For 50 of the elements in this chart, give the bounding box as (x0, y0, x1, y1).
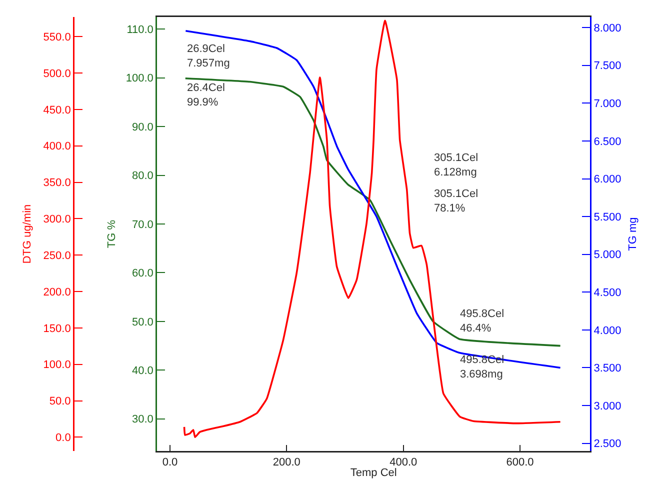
y-tick-label: 110.0 (126, 24, 154, 36)
y-axis-title: TG % (106, 220, 118, 248)
y2-tick-label: 6.000 (594, 174, 622, 186)
y3-tick-label: 500.0 (43, 68, 71, 80)
y3-tick-label: 250.0 (43, 250, 71, 262)
y-tick-label: 90.0 (132, 121, 154, 134)
y2-tick-label: 4.000 (594, 324, 622, 337)
y2-tick-label: 7.000 (594, 98, 622, 110)
y3-tick-label: 0.0 (56, 432, 71, 444)
y2-tick-label: 5.500 (594, 211, 622, 224)
annotation: 495.8Cel 46.4% (460, 308, 504, 334)
y-tick-label: 40.0 (132, 364, 154, 377)
y3-tick-label: 450.0 (43, 104, 71, 116)
y3-tick-label: 50.0 (49, 396, 71, 408)
line-series (184, 77, 562, 347)
annotation: 26.9Cel 7.957mg (187, 43, 230, 70)
x-axis-title: Temp Cel (350, 467, 397, 479)
y2-tick-label: 5.000 (594, 249, 622, 262)
y3-tick-label: 400.0 (43, 140, 71, 153)
y2-tick-label: 6.500 (594, 136, 622, 148)
y2-tick-label: 8.000 (594, 22, 622, 34)
y-tick-label: 60.0 (132, 268, 154, 280)
line-series (184, 30, 562, 369)
y-tick-label: 70.0 (132, 218, 154, 231)
y2-tick-label: 3.000 (594, 400, 622, 412)
annotation: 305.1Cel 6.128mg (434, 152, 478, 178)
y3-axis-title: DTG ug/min (22, 204, 34, 264)
y3-tick-label: 200.0 (43, 286, 71, 298)
y2-tick-label: 3.500 (594, 362, 622, 375)
y-tick-label: 50.0 (132, 316, 154, 328)
x-tick-label: 200.0 (272, 456, 300, 469)
y3-tick-label: 100.0 (43, 359, 71, 372)
y-tick-label: 80.0 (132, 170, 154, 182)
y-tick-label: 30.0 (132, 414, 154, 426)
x-tick-label: 0.0 (162, 456, 178, 469)
x-tick-label: 400.0 (390, 456, 418, 469)
annotation: 26.4Cel 99.9% (187, 82, 225, 108)
y3-tick-label: 350.0 (43, 177, 71, 190)
y2-tick-label: 7.500 (594, 60, 622, 72)
x-tick-label: 600.0 (506, 456, 534, 469)
y-tick-label: 100.0 (126, 72, 154, 85)
line-series (183, 20, 562, 438)
y3-tick-label: 150.0 (43, 322, 71, 335)
y3-tick-label: 300.0 (43, 214, 71, 226)
y2-tick-label: 2.500 (594, 438, 622, 450)
y2-axis-title: TG mg (627, 217, 640, 251)
annotation: 305.1Cel 78.1% (434, 188, 478, 214)
y2-tick-label: 4.500 (594, 286, 622, 299)
y3-tick-label: 550.0 (43, 32, 71, 44)
annotation: 495.8Cel 3.698mg (460, 354, 504, 380)
